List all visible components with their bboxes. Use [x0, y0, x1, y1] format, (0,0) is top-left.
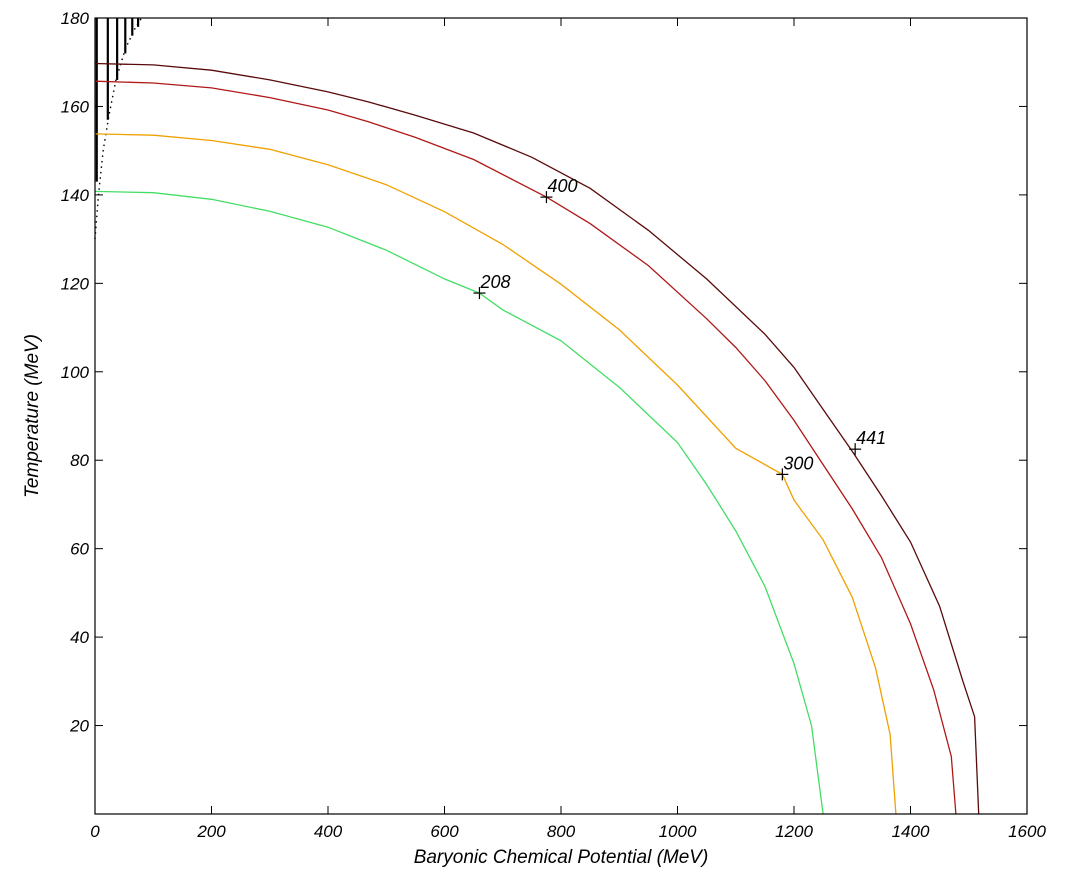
plot-frame: [94, 17, 1028, 815]
y-tick-label: 160: [61, 97, 90, 116]
x-tick-label: 1200: [775, 822, 813, 841]
y-axis-title: Temperature (MeV): [22, 334, 43, 498]
y-tick-label: 80: [70, 451, 89, 470]
x-axis-title: Baryonic Chemical Potential (MeV): [414, 847, 709, 868]
series-line-4: [94, 190, 824, 815]
marker-label: 300: [783, 453, 813, 473]
x-tick-label: 1000: [659, 822, 697, 841]
y-tick-label: 40: [70, 628, 89, 647]
x-tick-label: 600: [430, 822, 459, 841]
axis-ticks: 0 200 400 600 800 1000 1200 1400 1600 20 40 60 80 100…: [61, 9, 1047, 841]
x-tick-label: 200: [196, 822, 226, 841]
marker-label: 208: [479, 272, 510, 292]
series-line-3: [94, 133, 897, 815]
y-tick-label: 60: [70, 540, 89, 559]
marker-208: 208: [473, 272, 510, 300]
marker-300: 300: [776, 453, 813, 481]
series-line-1: [94, 62, 980, 815]
marker-441: 441: [849, 428, 886, 456]
marker-400: 400: [540, 176, 577, 204]
x-tick-label: 1600: [1008, 822, 1046, 841]
y-tick-label: 20: [69, 717, 89, 736]
y-tick-label: 180: [61, 9, 90, 28]
y-tick-label: 100: [61, 363, 90, 382]
marker-label: 441: [856, 428, 886, 448]
x-tick-label: 1400: [892, 822, 930, 841]
marker-label: 400: [547, 176, 577, 196]
y-tick-label: 140: [61, 186, 90, 205]
x-tick-label: 400: [314, 822, 343, 841]
x-tick-label: 800: [547, 822, 576, 841]
series-line-2: [94, 80, 957, 815]
plot-area: 400 208 300 441: [94, 17, 980, 815]
x-tick-label: 0: [90, 822, 100, 841]
y-tick-label: 120: [61, 274, 90, 293]
